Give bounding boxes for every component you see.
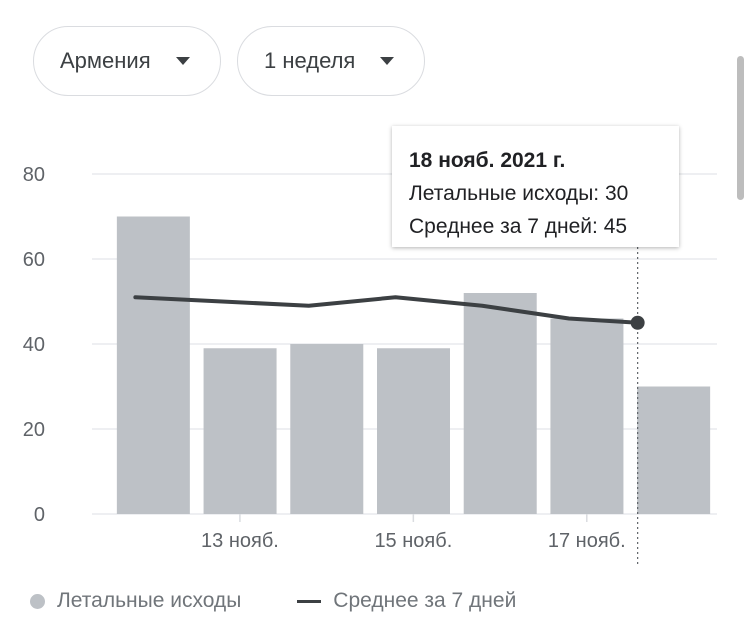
period-dropdown-label: 1 неделя [264, 48, 356, 73]
bar [550, 318, 624, 514]
country-dropdown-label: Армения [60, 48, 151, 73]
country-dropdown[interactable]: Армения [33, 26, 221, 96]
legend-deaths-label: Летальные исходы [57, 589, 242, 612]
period-dropdown[interactable]: 1 неделя [237, 26, 425, 96]
y-tick-label: 40 [23, 334, 45, 356]
caret-down-icon [380, 57, 394, 65]
bar [116, 216, 190, 514]
legend-average-swatch [297, 599, 322, 603]
bar [290, 344, 364, 514]
x-tick-label: 15 нояб. [374, 530, 452, 552]
bar [203, 348, 277, 514]
legend-deaths-swatch [30, 593, 45, 609]
scrollbar[interactable] [737, 56, 744, 200]
chart-legend: Летальные исходы Среднее за 7 дней [30, 586, 516, 616]
y-tick-label: 80 [23, 164, 45, 186]
tooltip-average: Среднее за 7 дней: 45 [409, 215, 628, 238]
y-tick-label: 0 [34, 504, 45, 526]
bar [377, 348, 450, 514]
tooltip-date: 18 нояб. 2021 г. [409, 149, 566, 172]
bar [637, 386, 711, 514]
caret-down-icon [176, 57, 190, 65]
tooltip-deaths: Летальные исходы: 30 [409, 182, 629, 205]
average-line [133, 295, 640, 325]
x-tick-label: 13 нояб. [201, 530, 279, 552]
bar [463, 293, 537, 514]
x-tick-label: 17 нояб. [548, 530, 626, 552]
chart-tooltip: 18 нояб. 2021 г. Летальные исходы: 30 Ср… [392, 126, 679, 247]
legend-average-label: Среднее за 7 дней [333, 589, 517, 612]
y-tick-label: 20 [23, 419, 45, 441]
highlight-point [630, 315, 645, 330]
y-tick-label: 60 [23, 249, 45, 271]
